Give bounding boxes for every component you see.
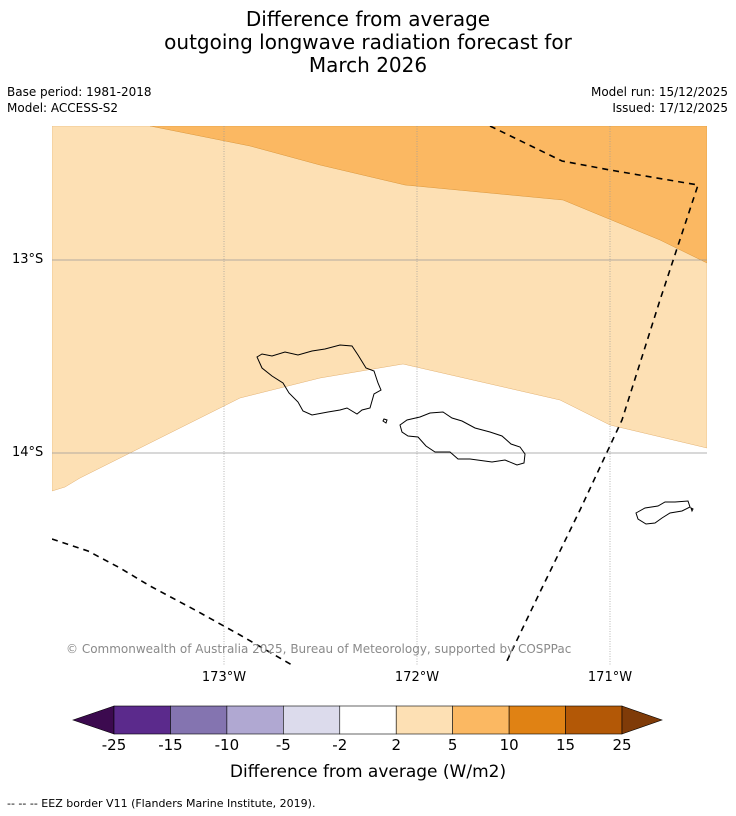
colorbar-box bbox=[170, 705, 228, 735]
colorbar-title: Difference from average (W/m2) bbox=[229, 762, 507, 782]
colorbar-tick-label: -25 bbox=[101, 736, 127, 754]
savaii-island bbox=[256, 344, 382, 416]
issued-date: Issued: 17/12/2025 bbox=[612, 101, 728, 115]
colorbar-box bbox=[339, 705, 397, 735]
colorbar-tick-label: 5 bbox=[447, 736, 458, 754]
lon-label-172w: 172°W bbox=[394, 670, 440, 685]
colorbar-over-arrow bbox=[621, 705, 663, 735]
colorbar-tick-label: 15 bbox=[556, 736, 576, 754]
meta-right: Model run: 15/12/2025 Issued: 17/12/2025 bbox=[591, 84, 728, 116]
colorbar-tick-label: -15 bbox=[158, 736, 183, 754]
title-line-3: March 2026 bbox=[308, 53, 428, 77]
colorbar-box bbox=[565, 705, 623, 735]
colorbar-tick-label: -10 bbox=[214, 736, 240, 754]
colorbar-tick-label: -2 bbox=[332, 736, 348, 754]
meta-left: Base period: 1981-2018 Model: ACCESS-S2 bbox=[7, 84, 152, 116]
colorbar-box bbox=[283, 705, 341, 735]
base-period: Base period: 1981-2018 bbox=[7, 85, 152, 99]
colorbar-tick-label: 2 bbox=[391, 736, 401, 754]
upolu-island bbox=[399, 411, 526, 466]
colorbar-box bbox=[395, 705, 453, 735]
lon-label-173w: 173°W bbox=[201, 670, 247, 685]
colorbar-box bbox=[452, 705, 510, 735]
colorbar-box bbox=[508, 705, 566, 735]
colorbar-boxes bbox=[113, 705, 623, 735]
copyright-notice: © Commonwealth of Australia 2025, Bureau… bbox=[66, 642, 572, 656]
eez-legend-footer: -- -- -- EEZ border V11 (Flanders Marine… bbox=[7, 797, 316, 810]
colorbar-box bbox=[113, 705, 171, 735]
map-title: Difference from average outgoing longwav… bbox=[0, 8, 736, 77]
lon-label-171w: 171°W bbox=[587, 670, 633, 685]
title-line-1: Difference from average bbox=[245, 7, 491, 31]
manono-islet bbox=[382, 418, 388, 424]
model-name: Model: ACCESS-S2 bbox=[7, 101, 119, 115]
colorbar-tick-label: 10 bbox=[499, 736, 519, 754]
title-line-2: outgoing longwave radiation forecast for bbox=[164, 30, 572, 54]
aunuu-islet bbox=[690, 507, 694, 513]
eez-border bbox=[52, 126, 700, 665]
colorbar-under-arrow bbox=[72, 705, 115, 735]
tutuila-island bbox=[635, 500, 691, 525]
colorbar-tick-label: -5 bbox=[275, 736, 291, 754]
contour-5-to-10 bbox=[149, 126, 707, 264]
colorbar-box bbox=[226, 705, 284, 735]
lat-label-14s: 14°S bbox=[12, 445, 44, 460]
model-run: Model run: 15/12/2025 bbox=[590, 85, 728, 99]
graticule bbox=[52, 126, 707, 665]
lat-label-13s: 13°S bbox=[12, 252, 44, 267]
colorbar bbox=[72, 705, 663, 735]
contour-2-to-5 bbox=[52, 126, 707, 492]
colorbar-tick-label: 25 bbox=[612, 736, 632, 754]
coastlines bbox=[256, 344, 694, 525]
